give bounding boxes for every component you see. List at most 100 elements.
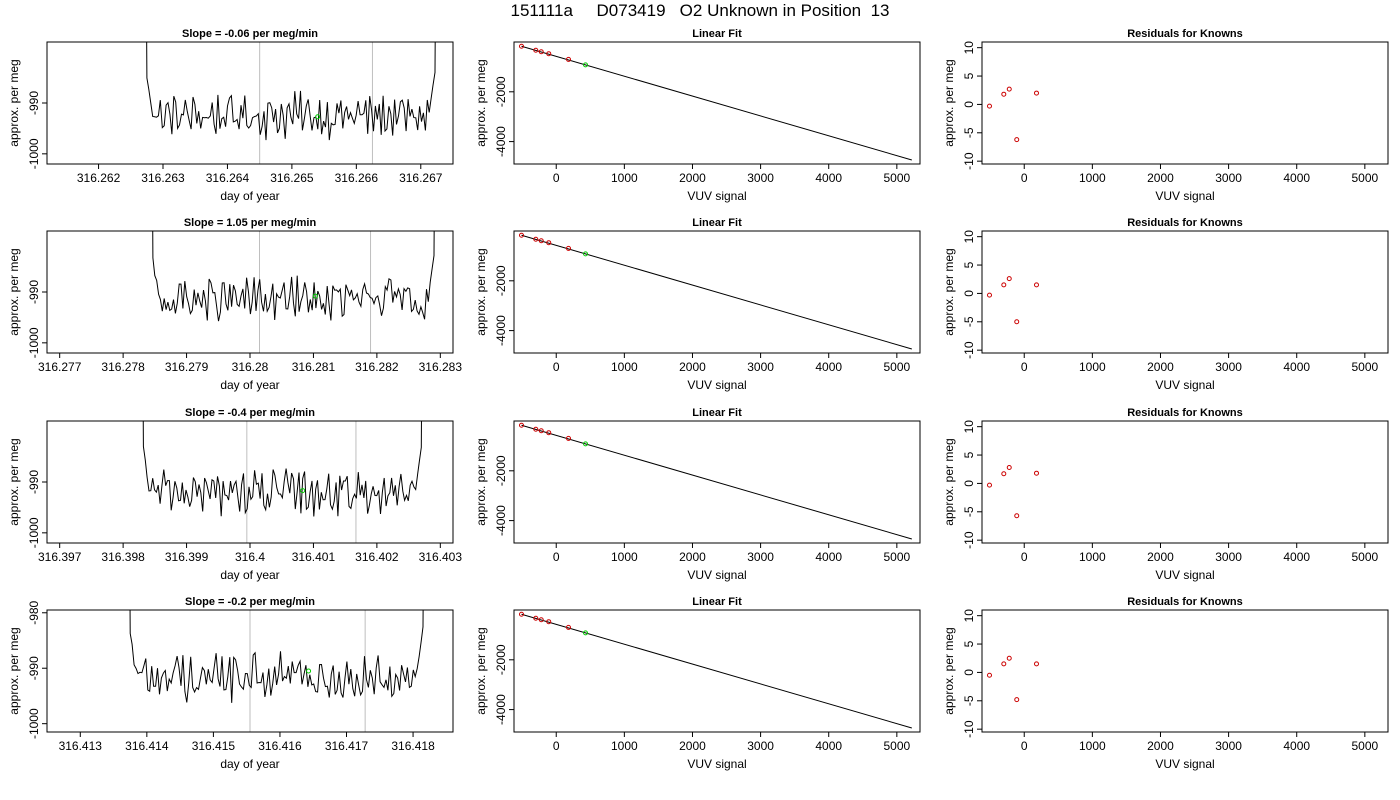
x-tick-label: 4000 [1283, 171, 1310, 185]
unknown-point [306, 668, 312, 674]
x-tick-label: 316.262 [77, 171, 121, 185]
plot-frame [46, 609, 454, 733]
unknown-point [583, 251, 589, 257]
x-tick-label: 4000 [1283, 739, 1310, 753]
residual-point [986, 672, 992, 678]
residual-point [1001, 91, 1007, 97]
x-tick-label: 4000 [815, 739, 842, 753]
series-line [146, 42, 436, 141]
x-axis-label: VUV signal [687, 378, 746, 392]
plot-frame [981, 420, 1389, 544]
residual-point [1006, 86, 1012, 92]
x-axis-label: VUV signal [1155, 568, 1214, 582]
time-series-panel: Slope = -0.4 per meg/min 316.397 316.398 31… [7, 407, 463, 582]
x-tick-label: 5000 [1351, 550, 1378, 564]
y-tick-label: -990 [27, 91, 41, 115]
x-tick-label: 4000 [815, 550, 842, 564]
plot-area [518, 611, 912, 729]
residual-point [986, 482, 992, 488]
y-tick-label: 10 [962, 41, 976, 55]
x-axis-label: day of year [220, 568, 279, 582]
y-axis-label: approx. per meg [474, 627, 488, 714]
y-tick-label: -10 [962, 720, 976, 738]
x-tick-label: 0 [553, 360, 560, 374]
x-tick-label: 316.403 [419, 550, 463, 564]
residual-point [986, 103, 992, 109]
plot-area [152, 231, 435, 353]
y-tick-label: -990 [27, 470, 41, 494]
fit-line [521, 45, 912, 161]
panel-title: Linear Fit [692, 217, 742, 229]
plot-area [986, 465, 1039, 519]
residuals-panel: Residuals for Knowns 0 1000 2000 3000 4000 500… [942, 217, 1389, 392]
x-tick-label: 316.267 [399, 171, 443, 185]
panel-title: Residuals for Knowns [1127, 407, 1243, 419]
unknown-point [300, 488, 306, 494]
linear-fit-panel: Linear Fit 0 1000 2000 3000 4000 5000 -2000 -400… [474, 407, 921, 582]
x-tick-label: 316.417 [325, 739, 369, 753]
series-line [129, 610, 424, 703]
residual-point [986, 292, 992, 298]
y-tick-label: 10 [962, 230, 976, 244]
residual-point [1014, 137, 1020, 143]
unknown-point [583, 441, 589, 447]
unknown-point [583, 62, 589, 68]
series-line [142, 421, 422, 517]
x-tick-label: 2000 [1147, 171, 1174, 185]
plot-frame [513, 230, 921, 354]
x-tick-label: 3000 [747, 171, 774, 185]
series-line [152, 231, 435, 322]
time-series-panel: Slope = -0.2 per meg/min 316.413 316.414 31… [7, 596, 454, 771]
y-tick-label: -10 [962, 341, 976, 359]
page-title: 151111a D073419 O2 Unknown in Position 1… [510, 1, 890, 20]
x-tick-label: 3000 [1215, 550, 1242, 564]
residual-point [1014, 319, 1020, 325]
y-tick-label: 0 [962, 290, 976, 297]
x-tick-label: 316.277 [38, 360, 82, 374]
known-point [518, 611, 524, 617]
plot-area [518, 43, 912, 161]
residual-point [1033, 661, 1039, 667]
y-tick-label: 10 [962, 420, 976, 434]
y-tick-label: -5 [962, 127, 976, 138]
x-tick-label: 316.263 [141, 171, 185, 185]
y-tick-label: 10 [962, 609, 976, 623]
plot-area [986, 276, 1039, 325]
panel-title: Residuals for Knowns [1127, 596, 1243, 608]
x-axis-label: VUV signal [1155, 189, 1214, 203]
x-tick-label: 2000 [679, 171, 706, 185]
x-tick-label: 0 [1021, 739, 1028, 753]
x-tick-label: 2000 [1147, 550, 1174, 564]
y-tick-label: -990 [27, 280, 41, 304]
residual-point [1014, 697, 1020, 703]
panel-title: Linear Fit [692, 596, 742, 608]
x-tick-label: 0 [553, 171, 560, 185]
x-tick-label: 316.281 [292, 360, 336, 374]
x-tick-label: 3000 [1215, 739, 1242, 753]
known-point [538, 428, 544, 434]
x-tick-label: 1000 [611, 550, 638, 564]
y-axis-label: approx. per meg [7, 627, 21, 714]
y-tick-label: -5 [962, 316, 976, 327]
plot-frame [513, 41, 921, 165]
y-axis-label: approx. per meg [474, 248, 488, 335]
fit-line [521, 424, 912, 540]
residual-point [1001, 282, 1007, 288]
time-series-panel: Slope = 1.05 per meg/min 316.277 316.278 31… [7, 217, 462, 392]
y-tick-label: -990 [27, 656, 41, 680]
y-tick-label: -1000 [27, 517, 41, 548]
x-tick-label: 2000 [1147, 360, 1174, 374]
residual-point [1014, 513, 1020, 519]
known-point [546, 240, 552, 246]
x-tick-label: 4000 [1283, 360, 1310, 374]
panel-title: Linear Fit [692, 407, 742, 419]
y-tick-label: -5 [962, 506, 976, 517]
plot-area [518, 232, 912, 350]
y-tick-label: -2000 [494, 76, 508, 107]
x-tick-label: 316.402 [355, 550, 399, 564]
residual-point [1033, 282, 1039, 288]
x-tick-label: 1000 [1079, 171, 1106, 185]
x-tick-label: 316.414 [125, 739, 169, 753]
x-tick-label: 0 [1021, 171, 1028, 185]
